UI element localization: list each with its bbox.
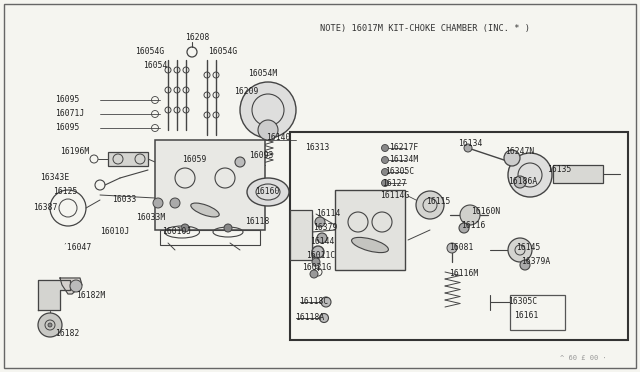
Text: 16114G: 16114G — [380, 192, 409, 201]
Text: 16033M: 16033M — [136, 214, 165, 222]
Text: NOTE) 16017M KIT-CHOKE CHAMBER (INC. * ): NOTE) 16017M KIT-CHOKE CHAMBER (INC. * ) — [320, 23, 530, 32]
Circle shape — [315, 217, 325, 227]
Circle shape — [381, 144, 388, 151]
Text: 16054G: 16054G — [135, 48, 164, 57]
Text: ^ 60 £ 00 ·: ^ 60 £ 00 · — [560, 355, 607, 361]
Text: 16114: 16114 — [316, 209, 340, 218]
Text: 16379A: 16379A — [521, 257, 550, 266]
Text: 16161: 16161 — [514, 311, 538, 321]
Text: 16145: 16145 — [516, 244, 540, 253]
Text: 16134: 16134 — [458, 140, 483, 148]
Circle shape — [460, 205, 480, 225]
Text: 16208: 16208 — [185, 33, 209, 42]
Text: 16125: 16125 — [53, 187, 77, 196]
Text: 16011C: 16011C — [306, 250, 335, 260]
Circle shape — [170, 198, 180, 208]
Polygon shape — [38, 280, 70, 310]
Text: 16118C: 16118C — [299, 298, 328, 307]
Text: 16186A: 16186A — [508, 177, 537, 186]
Text: 16379: 16379 — [313, 224, 337, 232]
Bar — [108, 152, 148, 166]
Text: 16054M: 16054M — [248, 70, 277, 78]
Text: 16144: 16144 — [310, 237, 334, 247]
Text: ′16047: ′16047 — [62, 244, 92, 253]
Text: 16160N: 16160N — [471, 208, 500, 217]
Polygon shape — [60, 278, 82, 294]
Bar — [553, 165, 603, 183]
Bar — [155, 140, 265, 230]
Circle shape — [459, 223, 469, 233]
Circle shape — [258, 120, 278, 140]
Text: 16160: 16160 — [255, 187, 280, 196]
Text: 16305C: 16305C — [508, 298, 537, 307]
Circle shape — [48, 323, 52, 327]
Bar — [510, 295, 565, 330]
Text: 16217F: 16217F — [389, 144, 419, 153]
Text: 16134M: 16134M — [389, 155, 419, 164]
Text: 16196M: 16196M — [60, 148, 89, 157]
Circle shape — [312, 258, 320, 266]
Bar — [160, 230, 260, 245]
Text: 16247N: 16247N — [505, 148, 534, 157]
Circle shape — [235, 157, 245, 167]
Ellipse shape — [351, 237, 388, 253]
Circle shape — [317, 233, 327, 243]
Circle shape — [321, 297, 331, 307]
Circle shape — [464, 144, 472, 152]
Circle shape — [312, 246, 324, 258]
Text: 16054: 16054 — [143, 61, 168, 70]
Text: 16182M: 16182M — [76, 292, 105, 301]
Circle shape — [38, 313, 62, 337]
Text: 16033: 16033 — [112, 196, 136, 205]
Text: 16059: 16059 — [182, 155, 206, 164]
Text: 16182: 16182 — [55, 330, 79, 339]
Text: 16021G: 16021G — [302, 263, 332, 273]
Text: 16081: 16081 — [449, 244, 474, 253]
Bar — [290, 132, 628, 340]
Circle shape — [381, 169, 388, 176]
Circle shape — [520, 260, 530, 270]
Circle shape — [319, 314, 328, 323]
Ellipse shape — [191, 203, 219, 217]
Text: 16209: 16209 — [234, 87, 259, 96]
Circle shape — [181, 224, 189, 232]
Text: 16095: 16095 — [55, 96, 79, 105]
Text: 16343E: 16343E — [40, 173, 69, 183]
Text: 16054G: 16054G — [208, 48, 237, 57]
Text: 16093: 16093 — [249, 151, 273, 160]
Text: 16116M: 16116M — [449, 269, 478, 279]
Circle shape — [381, 180, 388, 186]
Text: 16071J: 16071J — [55, 109, 84, 119]
Circle shape — [224, 224, 232, 232]
Circle shape — [514, 176, 526, 188]
Ellipse shape — [247, 178, 289, 206]
Circle shape — [508, 153, 552, 197]
Text: 16118: 16118 — [245, 218, 269, 227]
Circle shape — [310, 270, 318, 278]
Text: 16116: 16116 — [461, 221, 485, 231]
Text: 16115: 16115 — [426, 198, 451, 206]
Text: 16305C: 16305C — [385, 167, 414, 176]
Text: 16127: 16127 — [382, 179, 406, 187]
Bar — [335, 190, 405, 270]
Text: 16313: 16313 — [305, 142, 330, 151]
Circle shape — [381, 157, 388, 164]
Text: 16118A: 16118A — [295, 314, 324, 323]
Circle shape — [416, 191, 444, 219]
Text: 16387: 16387 — [33, 203, 58, 212]
Circle shape — [153, 198, 163, 208]
Text: 16140: 16140 — [266, 134, 291, 142]
Bar — [290, 210, 312, 260]
Text: 16010J: 16010J — [162, 228, 191, 237]
Text: 16095: 16095 — [55, 124, 79, 132]
Text: 16010J: 16010J — [100, 228, 129, 237]
Circle shape — [447, 243, 457, 253]
Circle shape — [240, 82, 296, 138]
Text: 16135: 16135 — [547, 164, 572, 173]
Circle shape — [504, 150, 520, 166]
Circle shape — [70, 280, 82, 292]
Circle shape — [508, 238, 532, 262]
